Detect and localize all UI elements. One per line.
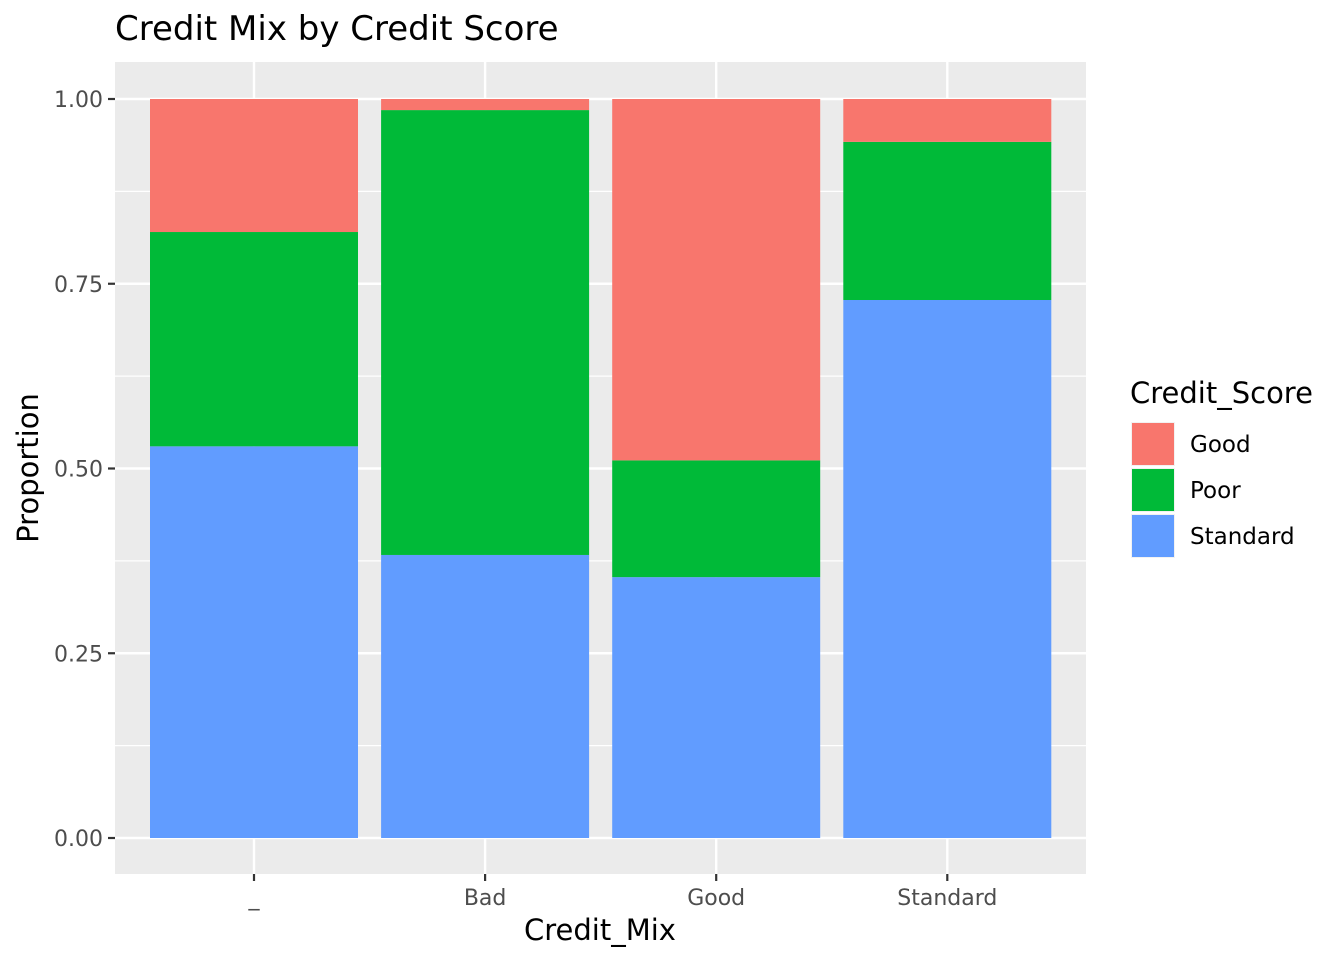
legend-items: Good Poor Standard xyxy=(1131,422,1295,558)
bar-segment-standard-3 xyxy=(843,300,1052,838)
bar-segment-standard-2 xyxy=(612,577,821,838)
y-tick-label: 0.75 xyxy=(54,273,103,298)
legend-key-good xyxy=(1132,423,1174,465)
y-tick-label: 0.25 xyxy=(54,642,103,667)
legend-title: Credit_Score xyxy=(1130,376,1313,410)
y-tick-label: 0.50 xyxy=(54,458,103,483)
bar-segment-good-3 xyxy=(843,99,1052,142)
x-tick-label: Bad xyxy=(464,886,507,911)
legend: Credit_Score Good Poor Standard xyxy=(1130,376,1313,558)
bar-segment-poor-0 xyxy=(150,232,358,447)
y-axis-title: Proportion xyxy=(11,393,45,543)
bar-segment-good-1 xyxy=(381,99,590,111)
bar-segment-poor-2 xyxy=(612,460,821,578)
y-axis: 0.00 0.25 0.50 0.75 1.00 xyxy=(54,88,115,852)
x-tick-label: Standard xyxy=(897,886,997,911)
x-axis-title: Credit_Mix xyxy=(524,913,676,947)
y-tick-label: 1.00 xyxy=(54,88,103,113)
plot-area xyxy=(115,62,1086,874)
legend-label-poor: Poor xyxy=(1190,478,1241,504)
legend-key-standard xyxy=(1132,515,1174,557)
chart-title: Credit Mix by Credit Score xyxy=(115,9,559,49)
bar-segment-standard-0 xyxy=(150,446,358,838)
bars xyxy=(150,99,1052,838)
legend-label-good: Good xyxy=(1190,432,1251,458)
x-axis: _ Bad Good Standard xyxy=(248,874,997,911)
bar-segment-poor-1 xyxy=(381,110,590,555)
y-tick-label: 0.00 xyxy=(54,827,103,852)
legend-key-poor xyxy=(1132,469,1174,511)
x-tick-label: _ xyxy=(248,886,261,911)
bar-segment-poor-3 xyxy=(843,141,1052,301)
legend-label-standard: Standard xyxy=(1190,524,1295,550)
bar-segment-good-2 xyxy=(612,99,821,461)
bar-segment-good-0 xyxy=(150,99,358,233)
bar-segment-standard-1 xyxy=(381,554,590,838)
x-tick-label: Good xyxy=(687,886,745,911)
